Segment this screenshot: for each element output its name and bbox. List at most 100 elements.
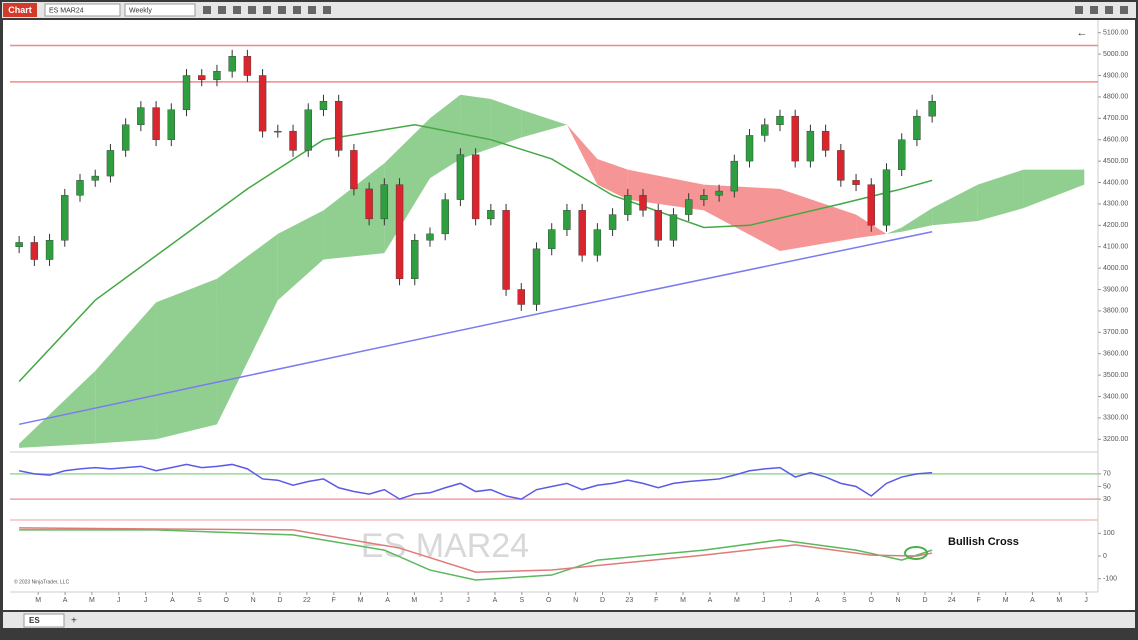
interval-label[interactable]: Weekly [129, 7, 152, 14]
x-tick-label: O [869, 597, 875, 604]
indicator-line [18, 230, 933, 426]
y-tick-label: -100 [1103, 576, 1117, 583]
x-tick-label: O [546, 597, 552, 604]
tool-icon[interactable] [248, 6, 256, 14]
tool-icon[interactable] [278, 6, 286, 14]
x-tick-label: A [63, 597, 68, 604]
window-button[interactable] [1075, 6, 1083, 14]
x-tick-label: N [896, 597, 901, 604]
x-tick-label: M [680, 597, 686, 604]
plot: 3200.00 3300.00 3400.00 3500.00 3600.00 3700.… [10, 30, 1128, 604]
tool-icon[interactable] [233, 6, 241, 14]
add-tab[interactable]: + [71, 616, 77, 627]
x-tick-label: M [89, 597, 95, 604]
candle-body [837, 150, 845, 181]
chart-button[interactable] [3, 3, 37, 17]
interval-select[interactable] [124, 3, 196, 17]
x-tick-label: J [789, 597, 793, 604]
cloud-segment [490, 99, 522, 149]
cloud-segment [429, 94, 461, 179]
candle-body [487, 210, 495, 220]
candle-body [274, 130, 282, 133]
cloud-segment [384, 118, 430, 254]
y-tick-label: 3200.00 [1103, 436, 1128, 443]
y-tick-label: 4000.00 [1103, 265, 1128, 272]
candle-body [152, 107, 160, 140]
cloud-segment [627, 169, 704, 211]
tab[interactable] [23, 613, 65, 628]
candle-body [350, 150, 358, 190]
candle-body [76, 180, 84, 196]
x-tick-label: F [977, 597, 981, 604]
x-tick-label: D [922, 597, 927, 604]
candle-body [30, 242, 39, 260]
tool-icon[interactable] [323, 6, 331, 14]
candle-body [776, 115, 784, 125]
candle-body [578, 210, 586, 256]
y-tick-label: 3400.00 [1103, 393, 1128, 400]
cloud-segment [597, 158, 628, 200]
candle-body [593, 229, 602, 256]
candle-body [61, 195, 69, 241]
tool-icon[interactable] [263, 6, 271, 14]
candle-body [213, 71, 221, 80]
cross-highlight [904, 546, 928, 560]
cloud-segment [95, 302, 157, 444]
x-tick-label: J [1084, 597, 1088, 604]
candle-body [45, 240, 54, 260]
tool-icon[interactable] [203, 6, 211, 14]
y-tick-label: 4100.00 [1103, 244, 1128, 251]
candle-body [791, 115, 799, 162]
x-tick-label: D [277, 597, 282, 604]
x-tick-label: J [439, 597, 443, 604]
candle-body [502, 210, 510, 290]
y-tick-label: 4200.00 [1103, 222, 1128, 229]
annotation: Bullish Cross [948, 536, 1019, 548]
tool-icon[interactable] [308, 6, 316, 14]
x-tick-label: J [466, 597, 470, 604]
indicator-line [19, 529, 933, 581]
candle-body [395, 184, 404, 280]
x-tick-label: J [144, 597, 148, 604]
cloud-segment [779, 188, 857, 251]
y-tick-label: 3800.00 [1103, 308, 1128, 315]
candle-body [928, 100, 936, 117]
candle-body [715, 190, 723, 196]
x-tick-label: A [1030, 597, 1035, 604]
candle-body [137, 107, 145, 125]
chart-button-label[interactable]: Chart [8, 5, 32, 15]
instrument-select[interactable] [44, 3, 121, 17]
tab-label[interactable]: ES [29, 616, 40, 625]
y-tick-label: 100 [1103, 530, 1115, 537]
toolbar-icons [203, 6, 1128, 14]
candle-body [334, 100, 343, 151]
candle-body [821, 130, 830, 151]
candle-body [441, 199, 449, 235]
window-button[interactable] [1120, 6, 1128, 14]
window-button[interactable] [1105, 6, 1113, 14]
x-tick-label: S [520, 597, 525, 604]
cloud-segment [460, 94, 491, 159]
x-tick-label: F [332, 597, 336, 604]
tool-icon[interactable] [293, 6, 301, 14]
y-tick-label: 4800.00 [1103, 94, 1128, 101]
tool-icon[interactable] [218, 6, 226, 14]
x-tick-label: M [734, 597, 740, 604]
instrument-label[interactable]: ES MAR24 [49, 7, 84, 14]
y-tick-label: 3700.00 [1103, 329, 1128, 336]
y-tick-label: 5000.00 [1103, 51, 1128, 58]
cloud-segment [156, 278, 217, 440]
cloud-segment [1023, 169, 1085, 209]
scroll-arrow[interactable]: ← [1077, 27, 1088, 39]
candle-body [806, 130, 815, 162]
x-tick-label: S [197, 597, 202, 604]
y-tick-label: 4700.00 [1103, 115, 1128, 122]
cloud-segment [932, 184, 978, 226]
y-tick-label: 50 [1103, 483, 1111, 490]
candle-body [654, 210, 662, 241]
candle-body [304, 109, 312, 151]
window-button[interactable] [1090, 6, 1098, 14]
candle-body [426, 233, 434, 241]
y-tick-label: 4600.00 [1103, 137, 1128, 144]
